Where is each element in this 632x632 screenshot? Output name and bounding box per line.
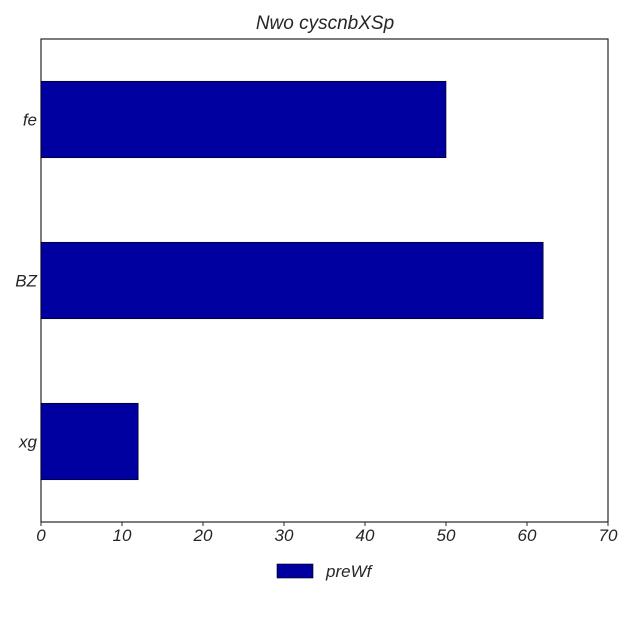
x-tick-label-70: 70 xyxy=(599,526,618,545)
bar-xg xyxy=(40,402,139,481)
bar-BZ xyxy=(40,241,544,320)
legend: preWf xyxy=(276,562,374,581)
x-tick-label-0: 0 xyxy=(36,526,46,545)
bars-layer xyxy=(40,80,544,481)
y-tick-label-xg: xg xyxy=(18,433,38,452)
legend-label-preWf: preWf xyxy=(325,562,374,581)
legend-swatch-preWf xyxy=(276,563,314,579)
bar-fe xyxy=(40,80,447,159)
x-tick-label-40: 40 xyxy=(356,526,375,545)
x-tick-label-10: 10 xyxy=(113,526,132,545)
y-tick-label-fe: fe xyxy=(23,111,37,130)
y-tick-label-BZ: BZ xyxy=(15,272,37,291)
x-tick-labels: 0 10 20 30 40 50 60 70 xyxy=(36,522,618,545)
x-tick-label-50: 50 xyxy=(437,526,456,545)
y-tick-labels: xg BZ fe xyxy=(15,111,37,452)
x-tick-label-20: 20 xyxy=(193,526,213,545)
chart-title: Nwo cyscnbXSp xyxy=(256,13,394,34)
x-tick-label-60: 60 xyxy=(518,526,537,545)
x-tick-label-30: 30 xyxy=(275,526,294,545)
